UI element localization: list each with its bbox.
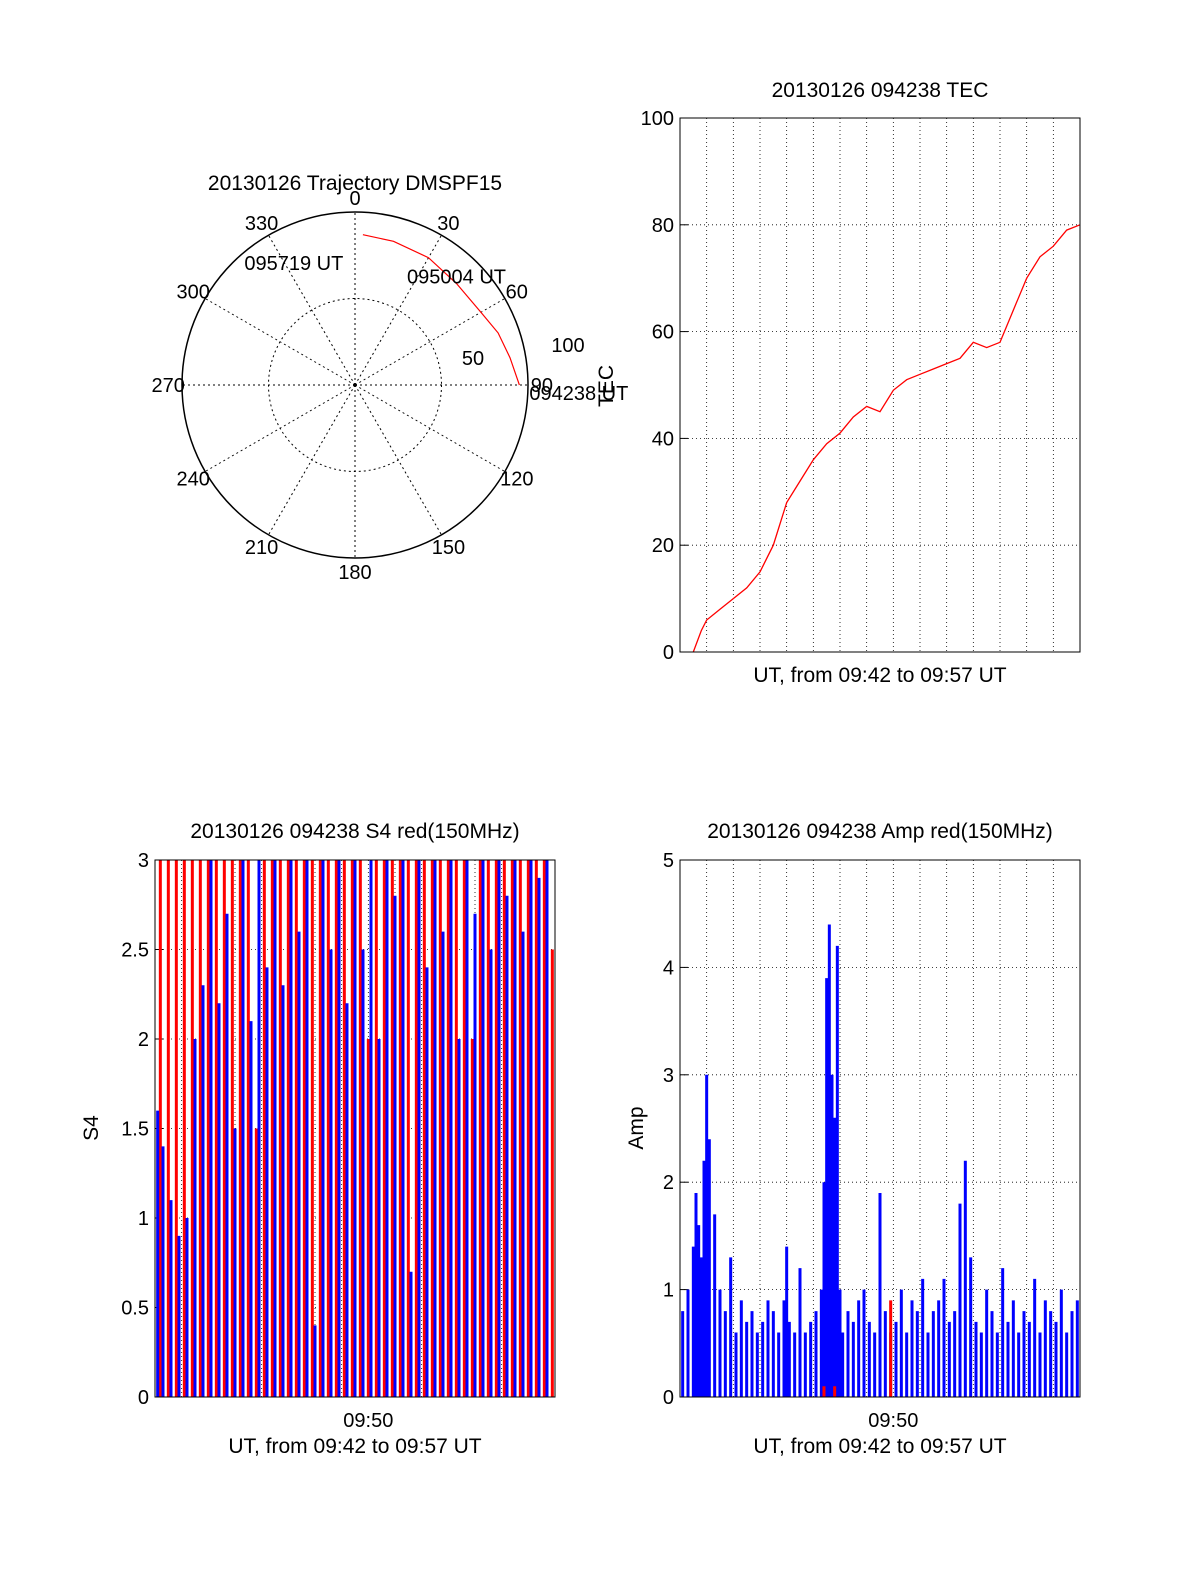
polar-azimuth-label: 0 — [349, 188, 360, 210]
tec-series — [692, 224, 1081, 653]
tec-title: 20130126 094238 TEC — [772, 79, 989, 102]
polar-spoke — [204, 298, 356, 386]
polar-azimuth-label: 210 — [245, 537, 278, 559]
s4-x-ticks: 09:50 — [343, 1410, 393, 1432]
x-tick-label: 09:50 — [343, 1410, 393, 1432]
y-tick-label: 5 — [663, 850, 674, 872]
amp-xlabel: UT, from 09:42 to 09:57 UT — [753, 1435, 1006, 1458]
y-tick-label: 100 — [641, 108, 674, 130]
polar-radial-label: 50 — [462, 348, 484, 370]
polar-spoke — [354, 298, 506, 386]
polar-azimuth-label: 150 — [432, 537, 465, 559]
y-tick-label: 2 — [138, 1029, 149, 1051]
polar-azimuth-labels: 0 30 60 90 120 150 180 210 240 270 300 330 — [151, 188, 552, 584]
polar-azimuth-label: 30 — [437, 213, 459, 235]
polar-title: 20130126 Trajectory DMSPF15 — [208, 172, 502, 195]
amp-series — [681, 924, 1079, 1397]
tec-y-ticks: 0 20 40 60 80 100 — [641, 108, 688, 664]
polar-azimuth-label: 60 — [506, 282, 528, 304]
polar-spoke — [354, 384, 506, 472]
polar-radial-labels: 50 100 — [462, 335, 585, 370]
polar-trajectory-line — [362, 234, 520, 386]
tec-ylabel: TEC — [595, 365, 618, 407]
polar-trajectory-chart: 20130126 Trajectory DMSPF15 0 30 60 90 120 15… — [151, 172, 628, 584]
amp-title: 20130126 094238 Amp red(150MHz) — [707, 820, 1053, 843]
y-tick-label: 20 — [652, 535, 674, 557]
y-tick-label: 3 — [663, 1065, 674, 1087]
polar-annotation: 095719 UT — [244, 253, 343, 275]
polar-azimuth-label: 120 — [500, 468, 533, 490]
polar-spoke — [204, 384, 356, 472]
x-tick-label: 09:50 — [868, 1410, 918, 1432]
y-tick-label: 2.5 — [121, 940, 149, 962]
s4-frame — [154, 859, 556, 1398]
s4-xlabel: UT, from 09:42 to 09:57 UT — [228, 1435, 481, 1458]
polar-annotation: 094238 UT — [529, 383, 628, 405]
polar-spoke — [354, 234, 442, 386]
polar-azimuth-label: 270 — [151, 375, 184, 397]
tec-chart: 20130126 094238 TEC UT, from 09:42 to 09… — [595, 79, 1081, 687]
y-tick-label: 80 — [652, 215, 674, 237]
tec-line — [692, 224, 1081, 653]
amp-ylabel: Amp — [625, 1106, 648, 1149]
y-tick-label: 60 — [652, 322, 674, 344]
s4-ylabel: S4 — [80, 1115, 103, 1141]
amp-frame — [679, 859, 1081, 1398]
y-tick-label: 3 — [138, 850, 149, 872]
polar-spoke — [354, 384, 442, 536]
y-tick-label: 1.5 — [121, 1119, 149, 1141]
polar-azimuth-label: 300 — [177, 282, 210, 304]
y-tick-label: 0 — [663, 642, 674, 664]
amp-x-ticks: 09:50 — [868, 1410, 918, 1432]
polar-azimuth-label: 240 — [177, 468, 210, 490]
polar-trajectory-series — [362, 234, 520, 386]
polar-azimuth-label: 180 — [338, 562, 371, 584]
y-tick-label: 0.5 — [121, 1298, 149, 1320]
tec-xlabel: UT, from 09:42 to 09:57 UT — [753, 664, 1006, 687]
y-tick-label: 0 — [138, 1387, 149, 1409]
y-tick-label: 1 — [663, 1280, 674, 1302]
y-tick-label: 40 — [652, 428, 674, 450]
polar-annotations: 095719 UT 095004 UT 094238 UT — [244, 253, 628, 405]
polar-spoke — [268, 234, 356, 386]
y-tick-label: 4 — [663, 957, 674, 979]
y-tick-label: 0 — [663, 1387, 674, 1409]
polar-annotation: 095004 UT — [407, 266, 506, 288]
polar-grid — [181, 211, 529, 559]
tec-frame — [679, 117, 1081, 653]
s4-chart: 20130126 094238 S4 red(150MHz) UT, from … — [80, 820, 556, 1458]
y-tick-label: 1 — [138, 1208, 149, 1230]
y-tick-label: 2 — [663, 1172, 674, 1194]
amp-y-ticks: 0 1 2 3 4 5 — [663, 850, 688, 1409]
s4-title: 20130126 094238 S4 red(150MHz) — [190, 820, 519, 843]
polar-azimuth-label: 90 — [531, 375, 553, 397]
tec-grid — [680, 118, 1080, 652]
polar-spoke — [268, 384, 356, 536]
amp-grid — [680, 860, 1080, 1397]
s4-series — [156, 860, 554, 1397]
polar-radial-label: 100 — [551, 335, 584, 357]
polar-outer-circle — [181, 211, 529, 559]
polar-azimuth-label: 330 — [245, 213, 278, 235]
amp-chart: 20130126 094238 Amp red(150MHz) UT, from… — [625, 820, 1081, 1458]
